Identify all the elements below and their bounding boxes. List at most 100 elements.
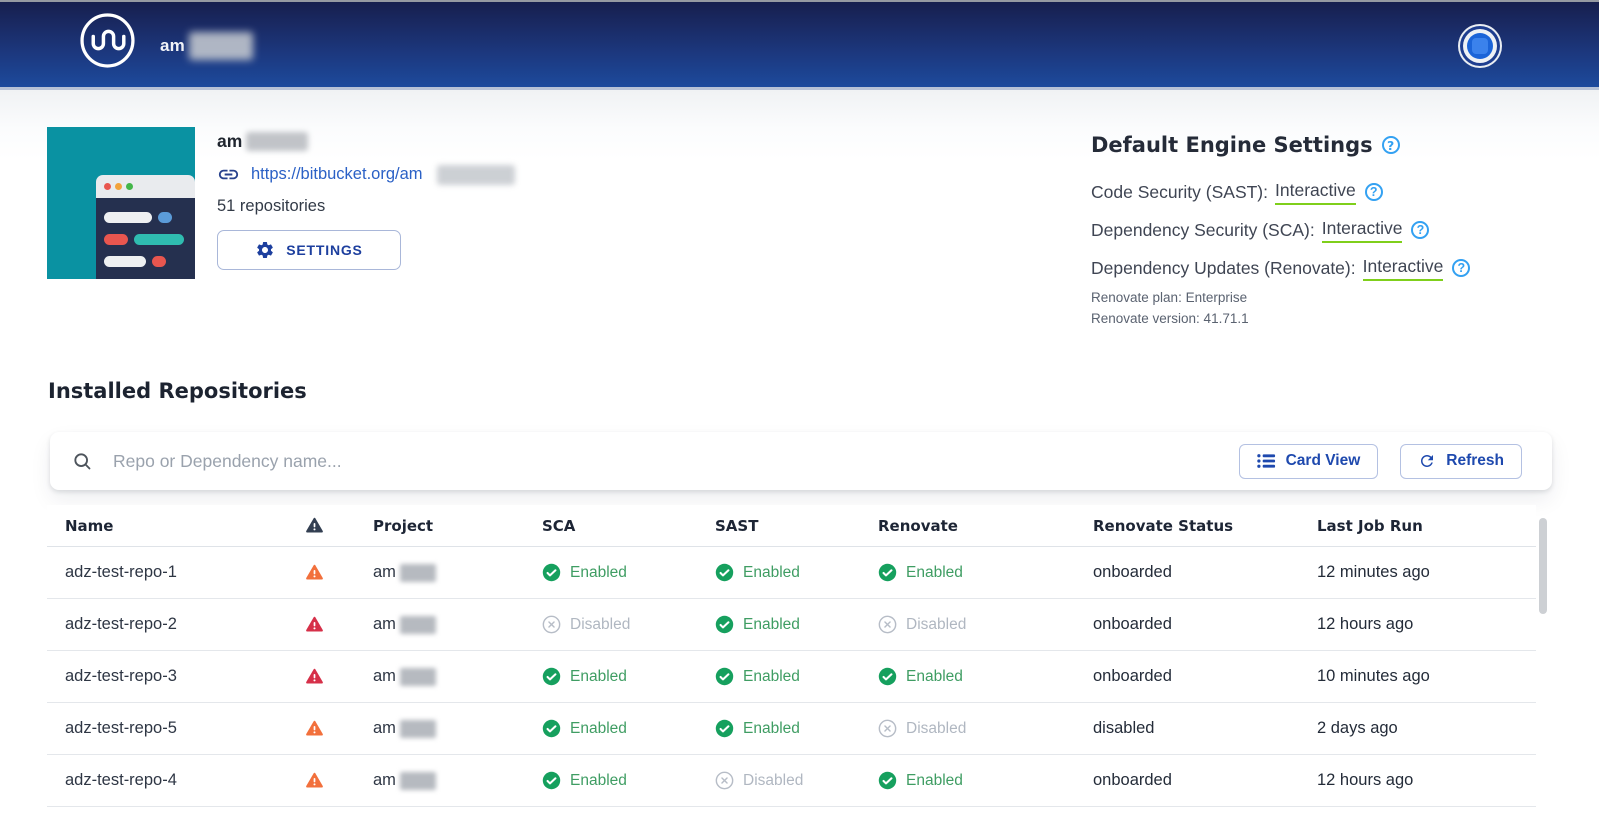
repo-warning bbox=[305, 615, 373, 634]
sast-status: Enabled bbox=[715, 719, 878, 738]
warning-triangle-icon bbox=[306, 517, 323, 533]
renovate-status: Disabled bbox=[878, 719, 1093, 738]
enabled-check-icon bbox=[878, 563, 897, 582]
header-sast: SAST bbox=[715, 516, 759, 535]
sast-status: Disabled bbox=[715, 771, 878, 790]
table-row[interactable]: adz-test-repo-4 am Enabled Disabled Enab… bbox=[47, 755, 1536, 807]
help-icon[interactable]: ? bbox=[1381, 136, 1400, 154]
list-view-icon bbox=[1256, 454, 1275, 468]
enabled-check-icon bbox=[878, 771, 897, 790]
help-icon[interactable]: ? bbox=[1411, 221, 1430, 239]
redacted-text bbox=[188, 31, 253, 60]
workspace-url-row: https://bitbucket.org/am bbox=[217, 163, 515, 186]
warning-triangle-icon bbox=[306, 616, 323, 632]
repo-name: adz-test-repo-2 bbox=[65, 615, 177, 633]
link-icon bbox=[218, 169, 239, 180]
disabled-cross-icon bbox=[878, 719, 897, 738]
warning-triangle-icon bbox=[306, 720, 323, 736]
table-row[interactable]: adz-test-repo-3 am Enabled Enabled Enabl… bbox=[47, 651, 1536, 703]
enabled-check-icon bbox=[715, 667, 734, 686]
renovate-status: Enabled bbox=[878, 771, 1093, 790]
last-job-run: 2 days ago bbox=[1317, 719, 1398, 737]
renovate-status: disabled bbox=[1093, 719, 1155, 737]
default-engine-settings-panel: Default Engine Settings ? Code Security … bbox=[1091, 133, 1571, 329]
disabled-cross-icon bbox=[878, 615, 897, 634]
repository-toolbar: Card View Refresh bbox=[50, 432, 1552, 490]
engine-setting-row: Dependency Updates (Renovate): Interactiv… bbox=[1091, 249, 1571, 287]
redacted-text bbox=[399, 667, 436, 686]
table-row[interactable]: adz-test-repo-1 am Enabled Enabled Enabl… bbox=[47, 547, 1536, 599]
enabled-check-icon bbox=[715, 719, 734, 738]
header-name: Name bbox=[65, 516, 114, 535]
browser-illustration bbox=[96, 175, 195, 279]
warning-triangle-icon bbox=[306, 668, 323, 684]
installed-repositories-title: Installed Repositories bbox=[48, 379, 307, 403]
sast-status: Enabled bbox=[715, 667, 878, 686]
engine-setting-label: Dependency Updates (Renovate): bbox=[1091, 257, 1356, 278]
table-scrollbar-thumb[interactable] bbox=[1539, 518, 1547, 614]
workspace-name: am bbox=[217, 131, 515, 152]
redacted-text bbox=[399, 615, 436, 634]
sca-status: Disabled bbox=[542, 615, 715, 634]
sca-status: Enabled bbox=[542, 667, 715, 686]
renovate-status: onboarded bbox=[1093, 667, 1172, 685]
window-dot-red-icon bbox=[104, 183, 111, 190]
search-input[interactable] bbox=[113, 450, 1219, 472]
workspace-url-link[interactable]: https://bitbucket.org/am bbox=[251, 165, 423, 183]
header-sca: SCA bbox=[542, 516, 576, 535]
repo-project: am bbox=[373, 667, 542, 686]
sca-status: Enabled bbox=[542, 719, 715, 738]
workspace-brand: am bbox=[160, 2, 253, 89]
renovate-status: onboarded bbox=[1093, 615, 1172, 633]
repo-name: adz-test-repo-3 bbox=[65, 667, 177, 685]
warning-triangle-icon bbox=[306, 564, 323, 580]
repo-name: adz-test-repo-5 bbox=[65, 719, 177, 737]
refresh-icon bbox=[1421, 455, 1434, 467]
last-job-run: 12 hours ago bbox=[1317, 615, 1414, 633]
card-view-button[interactable]: Card View bbox=[1238, 443, 1379, 479]
refresh-button[interactable]: Refresh bbox=[1400, 443, 1522, 479]
repo-project: am bbox=[373, 719, 542, 738]
engine-setting-row: Dependency Security (SCA): Interactive? bbox=[1091, 211, 1571, 249]
table-row[interactable]: adz-test-repo-5 am Enabled Enabled Disab… bbox=[47, 703, 1536, 755]
repo-warning bbox=[305, 719, 373, 738]
repo-project: am bbox=[373, 563, 542, 582]
last-job-run: 12 hours ago bbox=[1317, 771, 1414, 789]
renovate-version: Renovate version: 41.71.1 bbox=[1091, 311, 1249, 326]
table-row[interactable]: adz-test-repo-2 am Disabled Enabled Disa… bbox=[47, 599, 1536, 651]
enabled-check-icon bbox=[542, 771, 561, 790]
mend-logo-icon[interactable] bbox=[79, 12, 136, 69]
engine-setting-value[interactable]: Interactive bbox=[1362, 256, 1444, 281]
engine-settings-title: Default Engine Settings ? bbox=[1091, 133, 1571, 157]
user-avatar[interactable] bbox=[1467, 33, 1493, 59]
redacted-text bbox=[399, 563, 436, 582]
enabled-check-icon bbox=[715, 563, 734, 582]
enabled-check-icon bbox=[542, 563, 561, 582]
help-icon[interactable]: ? bbox=[1452, 259, 1471, 277]
renovate-status: onboarded bbox=[1093, 563, 1172, 581]
repo-project: am bbox=[373, 615, 542, 634]
last-job-run: 12 minutes ago bbox=[1317, 563, 1430, 581]
renovate-plan: Renovate plan: Enterprise bbox=[1091, 290, 1248, 305]
engine-setting-label: Code Security (SAST): bbox=[1091, 181, 1268, 202]
header-renovate-status: Renovate Status bbox=[1093, 516, 1234, 535]
table-header-row: Name Project SCA SAST Renovate Renovate … bbox=[47, 505, 1536, 547]
sast-status: Enabled bbox=[715, 563, 878, 582]
header-warning-icon-slot bbox=[305, 516, 373, 535]
brand-text: am bbox=[160, 35, 185, 55]
repo-name: adz-test-repo-4 bbox=[65, 771, 177, 789]
repo-warning bbox=[305, 771, 373, 790]
engine-setting-value[interactable]: Interactive bbox=[1321, 218, 1403, 243]
engine-setting-label: Dependency Security (SCA): bbox=[1091, 219, 1315, 240]
last-job-run: 10 minutes ago bbox=[1317, 667, 1430, 685]
sca-status: Enabled bbox=[542, 771, 715, 790]
help-icon[interactable]: ? bbox=[1364, 183, 1383, 201]
sast-status: Enabled bbox=[715, 615, 878, 634]
engine-setting-row: Code Security (SAST): Interactive? bbox=[1091, 173, 1571, 211]
window-dot-green-icon bbox=[126, 183, 133, 190]
renovate-status: Enabled bbox=[878, 563, 1093, 582]
repo-name: adz-test-repo-1 bbox=[65, 563, 177, 581]
settings-button[interactable]: SETTINGS bbox=[217, 230, 401, 270]
engine-setting-value[interactable]: Interactive bbox=[1275, 180, 1356, 205]
renovate-status: Enabled bbox=[878, 667, 1093, 686]
